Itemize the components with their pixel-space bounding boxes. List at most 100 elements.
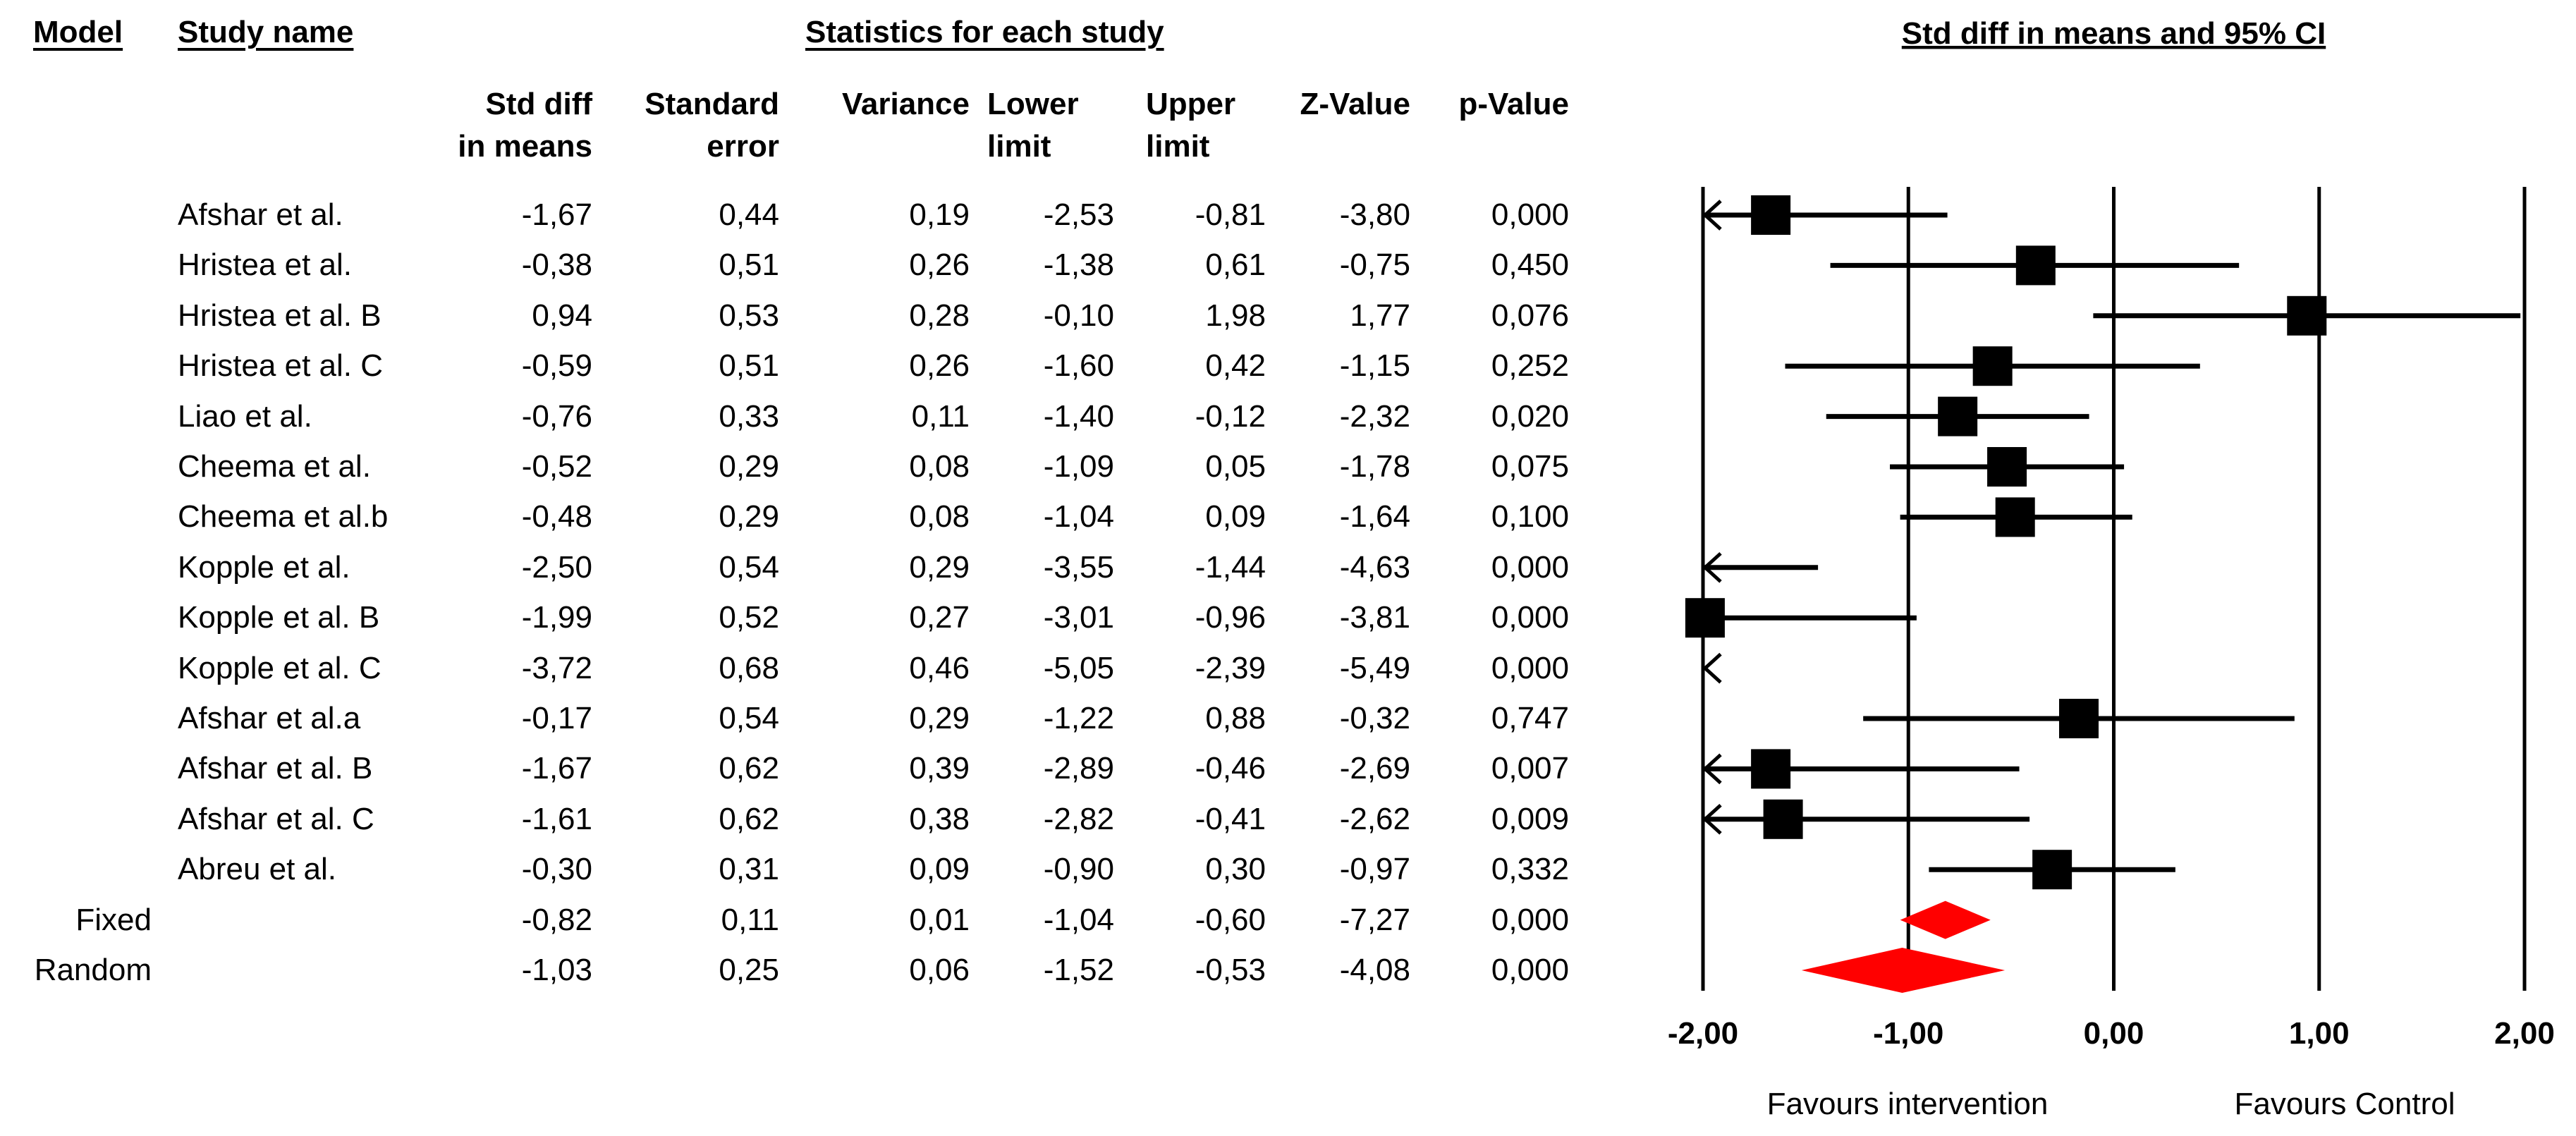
value-cell: 0,54: [719, 701, 779, 735]
value-cell: 1,98: [1205, 298, 1266, 333]
value-cell: -1,78: [1339, 449, 1410, 484]
value-cell: -0,81: [1195, 197, 1266, 232]
value-cell: 0,26: [909, 248, 970, 283]
value-cell: 0,44: [719, 197, 779, 232]
value-cell: -1,67: [521, 751, 592, 786]
value-cell: 0,11: [721, 902, 779, 937]
model-cell: Fixed: [75, 902, 152, 937]
value-cell: -0,38: [521, 248, 592, 283]
value-cell: 0,000: [1491, 197, 1569, 232]
value-cell: -2,89: [1043, 751, 1114, 786]
value-cell: 0,19: [909, 197, 970, 232]
point-estimate-square: [1751, 749, 1791, 789]
value-cell: 0,28: [909, 298, 970, 333]
value-cell: -0,12: [1195, 398, 1266, 434]
value-cell: 0,076: [1491, 298, 1569, 333]
value-cell: 0,53: [719, 298, 779, 333]
value-cell: -2,32: [1339, 398, 1410, 434]
col-header-std-diff: Std diff in means: [458, 87, 592, 164]
value-cell: 1,77: [1350, 298, 1410, 333]
col-header-upper-limit: Upper limit: [1146, 87, 1236, 164]
value-cell: -4,63: [1339, 549, 1410, 585]
table-row: Afshar et al.a -0,17 0,54 0,29 -1,22 0,88 -0,3…: [0, 694, 1622, 743]
value-cell: -0,90: [1043, 852, 1114, 887]
col-header-standard-error: Standard error: [645, 87, 779, 164]
header-study-name: Study name: [178, 15, 354, 49]
header-statistics: Statistics for each study: [805, 15, 1164, 49]
point-estimate-square: [1685, 598, 1725, 638]
study-name-cell: Afshar et al. C: [178, 801, 374, 836]
value-cell: -0,75: [1339, 248, 1410, 283]
point-estimate-square: [1763, 799, 1803, 839]
value-cell: 0,08: [909, 449, 970, 484]
value-cell: -1,99: [521, 600, 592, 635]
col-header-variance: Variance: [841, 87, 970, 121]
value-cell: 0,252: [1491, 348, 1569, 384]
value-cell: -1,67: [521, 197, 592, 232]
value-cell: 0,000: [1491, 902, 1569, 937]
truncation-arrow: [1702, 551, 1722, 583]
study-name-cell: Afshar et al.: [178, 197, 343, 232]
value-cell: 0,000: [1491, 549, 1569, 585]
x-tick-label: 1,00: [2289, 1016, 2350, 1051]
value-cell: -1,22: [1043, 701, 1114, 735]
value-cell: -5,49: [1339, 650, 1410, 685]
value-cell: 0,29: [909, 549, 970, 585]
value-cell: 0,020: [1491, 398, 1569, 434]
value-cell: 0,29: [719, 449, 779, 484]
value-cell: -1,04: [1043, 499, 1114, 535]
truncation-arrow: [1702, 200, 1722, 231]
point-estimate-square: [1938, 396, 1978, 436]
study-name-cell: Abreu et al.: [178, 852, 337, 887]
value-cell: -3,55: [1043, 549, 1114, 585]
x-tick-label: 0,00: [2084, 1016, 2144, 1051]
plot-title: Std diff in means and 95% CI: [1902, 16, 2326, 51]
value-cell: 0,68: [719, 650, 779, 685]
value-cell: 0,42: [1205, 348, 1266, 384]
value-cell: -2,82: [1043, 801, 1114, 836]
value-cell: 0,29: [719, 499, 779, 535]
value-cell: 0,30: [1205, 852, 1266, 887]
value-cell: 0,007: [1491, 751, 1569, 786]
value-cell: -1,52: [1043, 953, 1114, 987]
value-cell: 0,09: [1205, 499, 1266, 535]
value-cell: -2,69: [1339, 751, 1410, 786]
table-row: Hristea et al. C -0,59 0,51 0,26 -1,60 0,42 -1…: [0, 341, 1622, 391]
value-cell: -0,97: [1339, 852, 1410, 887]
table-row: Kopple et al. -2,50 0,54 0,29 -3,55 -1,44 -4,6…: [0, 543, 1622, 592]
table-row: Hristea et al. B 0,94 0,53 0,28 -0,10 1,98 1,7…: [0, 291, 1622, 341]
value-cell: -0,96: [1195, 600, 1266, 635]
value-cell: -1,38: [1043, 248, 1114, 283]
value-cell: -2,53: [1043, 197, 1114, 232]
value-cell: -3,01: [1043, 600, 1114, 635]
value-cell: 0,46: [909, 650, 970, 685]
col-header-p-value: p-Value: [1458, 87, 1570, 121]
value-cell: 0,52: [719, 600, 779, 635]
point-estimate-square: [2058, 699, 2099, 738]
value-cell: -0,32: [1339, 701, 1410, 735]
table-row: Cheema et al. -0,52 0,29 0,08 -1,09 0,05 -1,78…: [0, 442, 1622, 491]
value-cell: 0,61: [1205, 248, 1266, 283]
value-cell: 0,332: [1491, 852, 1569, 887]
summary-diamond: [1801, 948, 2006, 993]
value-cell: -0,59: [521, 348, 592, 384]
value-cell: -0,17: [521, 701, 592, 735]
value-cell: -2,39: [1195, 650, 1266, 685]
value-cell: -1,40: [1043, 398, 1114, 434]
value-cell: -0,48: [521, 499, 592, 535]
col-header-z-value: Z-Value: [1300, 87, 1411, 121]
table-row: Abreu et al. -0,30 0,31 0,09 -0,90 0,30 -0,97 0…: [0, 845, 1622, 894]
value-cell: -0,46: [1195, 751, 1266, 786]
point-estimate-square: [1751, 195, 1791, 235]
value-cell: -0,82: [521, 902, 592, 937]
value-cell: -1,44: [1195, 549, 1266, 585]
table-row: Afshar et al. B -1,67 0,62 0,39 -2,89 -0,46 -2…: [0, 744, 1622, 793]
value-cell: 0,27: [909, 600, 970, 635]
value-cell: 0,39: [909, 751, 970, 786]
point-estimate-square: [2015, 245, 2056, 286]
value-cell: -2,62: [1339, 801, 1410, 836]
value-cell: 0,000: [1491, 650, 1569, 685]
value-cell: -1,04: [1043, 902, 1114, 937]
value-cell: 0,54: [719, 549, 779, 585]
table-row: Afshar et al. C -1,61 0,62 0,38 -2,82 -0,41 -2…: [0, 795, 1622, 844]
